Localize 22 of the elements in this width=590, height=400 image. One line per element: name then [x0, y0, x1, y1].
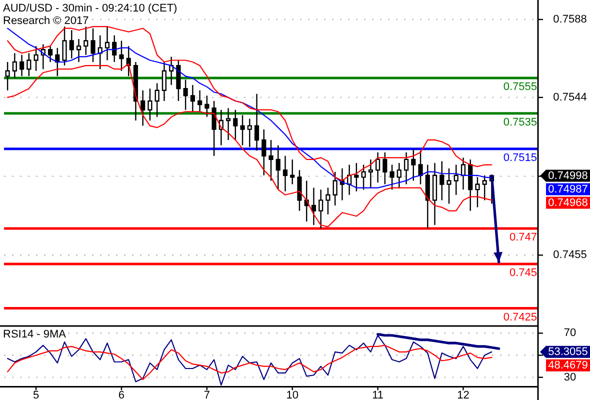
ref-line-label: 0.7535	[503, 116, 537, 128]
chart-title: AUD/USD - 30min - 09:24:10 (CET)	[3, 2, 178, 14]
x-tick-label: 12	[457, 390, 470, 400]
ref-line-label: 0.747	[509, 232, 537, 244]
ref-line-label: 0.7555	[503, 80, 537, 93]
x-tick-label: 5	[32, 390, 40, 400]
y-tick-label: 70	[564, 327, 576, 340]
x-tick-label: 11	[372, 390, 384, 400]
chart-title: RSI14 - 9MA	[3, 328, 67, 340]
y-tick-label: 0.7455	[553, 249, 587, 262]
text: 0.74998	[548, 170, 588, 182]
x-tick-label: 7	[204, 390, 210, 400]
ref-line-label: 0.745	[509, 266, 537, 279]
ref-line-label: 0.7515	[503, 152, 537, 164]
y-tick-label: 0.7544	[553, 91, 587, 104]
x-tick-label: 10	[286, 390, 298, 400]
text: Research © 2017	[3, 15, 89, 27]
y-tick-label: 30	[564, 371, 576, 384]
ref-line-label: 0.7425	[503, 311, 537, 324]
text: 53.3055	[548, 346, 588, 358]
x-tick-label: 6	[118, 390, 125, 400]
y-tick-label: 0.7588	[553, 13, 587, 26]
